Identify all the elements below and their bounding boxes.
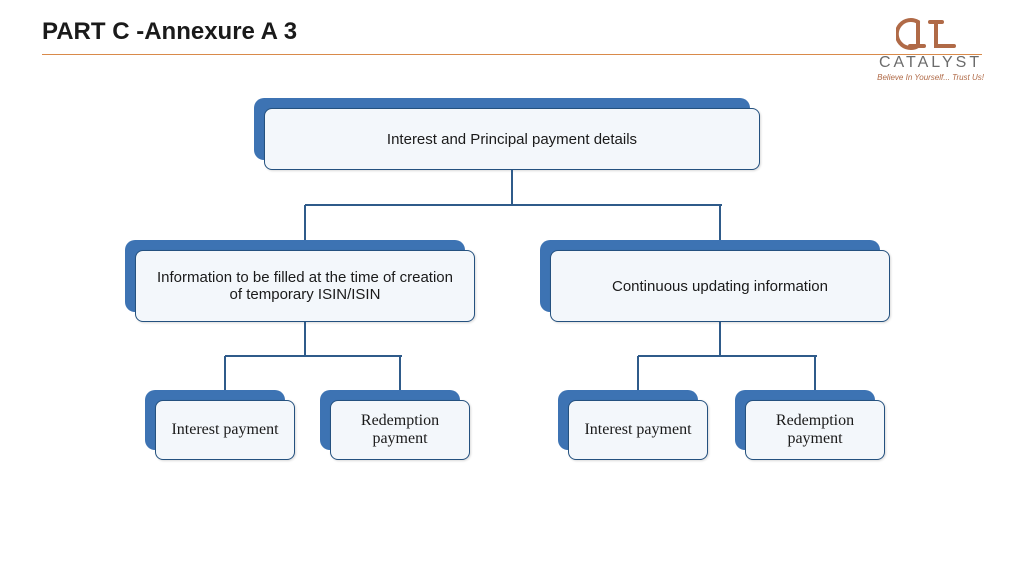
- node-label: Interest payment: [171, 421, 278, 439]
- connector: [304, 205, 306, 240]
- connector: [814, 356, 816, 390]
- node-box: Interest payment: [568, 400, 708, 460]
- connector: [637, 356, 639, 390]
- connector: [304, 322, 306, 356]
- logo-tagline: Believe In Yourself... Trust Us!: [877, 73, 984, 82]
- connector: [224, 356, 226, 390]
- connector: [638, 355, 817, 357]
- node-label: Interest and Principal payment details: [387, 131, 637, 148]
- node-l3c: Interest payment: [568, 400, 708, 460]
- node-l3d: Redemption payment: [745, 400, 885, 460]
- node-l3a: Interest payment: [155, 400, 295, 460]
- logo-mark-icon: [896, 16, 966, 52]
- node-label: Continuous updating information: [612, 278, 828, 295]
- node-box: Information to be filled at the time of …: [135, 250, 475, 322]
- header-rule: [42, 54, 982, 55]
- node-label: Interest payment: [584, 421, 691, 439]
- org-chart: Interest and Principal payment details In…: [0, 100, 1024, 576]
- node-l3b: Redemption payment: [330, 400, 470, 460]
- node-box: Interest payment: [155, 400, 295, 460]
- node-root: Interest and Principal payment details: [264, 108, 760, 170]
- header: PART C -Annexure A 3: [0, 0, 1024, 54]
- logo-name: CATALYST: [877, 54, 984, 72]
- connector: [305, 204, 722, 206]
- connector: [511, 170, 513, 205]
- node-box: Redemption payment: [330, 400, 470, 460]
- connector: [719, 205, 721, 240]
- node-label: Redemption payment: [345, 412, 455, 448]
- connector: [225, 355, 402, 357]
- node-box: Interest and Principal payment details: [264, 108, 760, 170]
- node-label: Redemption payment: [760, 412, 870, 448]
- node-l2b: Continuous updating information: [550, 250, 890, 322]
- node-l2a: Information to be filled at the time of …: [135, 250, 475, 322]
- node-box: Continuous updating information: [550, 250, 890, 322]
- brand-logo: CATALYST Believe In Yourself... Trust Us…: [877, 16, 984, 82]
- connector: [399, 356, 401, 390]
- connector: [719, 322, 721, 356]
- node-box: Redemption payment: [745, 400, 885, 460]
- node-label: Information to be filled at the time of …: [150, 269, 460, 303]
